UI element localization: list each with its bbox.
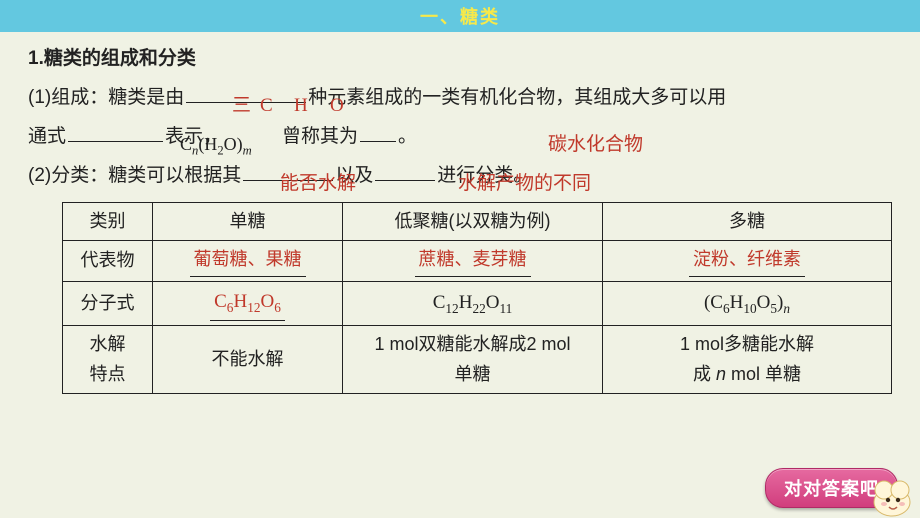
row-hyd-poly-n: n [716, 364, 726, 384]
ans-rep-mono: 葡萄糖、果糖 [190, 245, 306, 277]
row-formula-oligo: C12H22O11 [343, 282, 603, 326]
row-rep-poly: 淀粉、纤维素 [603, 241, 892, 282]
table-row-formula: 分子式 C6H12O6 C12H22O11 (C6H10O5)n [63, 282, 892, 326]
th-oligo: 低聚糖(以双糖为例) [343, 202, 603, 241]
row-hyd-poly-l1: 1 mol多糖能水解 [611, 330, 883, 360]
th-mono: 单糖 [153, 202, 343, 241]
header-title: 一、糖类 [420, 3, 500, 29]
ans-rep-oligo: 蔗糖、麦芽糖 [415, 245, 531, 277]
row-formula-poly: (C6H10O5)n [603, 282, 892, 326]
classification-table: 类别 单糖 低聚糖(以双糖为例) 多糖 代表物 葡萄糖、果糖 蔗糖、麦芽糖 淀粉… [62, 202, 892, 394]
row-hyd-oligo-l2: 单糖 [351, 360, 594, 390]
mascot-icon [864, 462, 920, 518]
answer-hydrolyze: 能否水解 [280, 165, 356, 204]
row-formula-mono: C6H12O6 [153, 282, 343, 326]
p2-text-d: 。 [398, 126, 417, 147]
blank-name [360, 141, 396, 142]
blank-products [375, 180, 435, 181]
row-hyd-poly: 1 mol多糖能水解 成 n mol 单糖 [603, 325, 892, 393]
row-hyd-poly-l2b: mol 单糖 [726, 364, 801, 384]
row-rep-mono: 葡萄糖、果糖 [153, 241, 343, 282]
p1-text-b: 种元素组成的一类有机化合物，其组成大多可以用 [308, 87, 726, 108]
p2-text-a: 通式 [28, 126, 66, 147]
table-row-representative: 代表物 葡萄糖、果糖 蔗糖、麦芽糖 淀粉、纤维素 [63, 241, 892, 282]
paragraph-3: (2)分类：糖类可以根据其以及进行分类。 能否水解 水解产物的不同 [28, 157, 898, 196]
row-rep-label: 代表物 [63, 241, 153, 282]
th-poly: 多糖 [603, 202, 892, 241]
row-hyd-poly-l2: 成 n mol 单糖 [611, 360, 883, 390]
table-row-hydrolysis: 水解 特点 不能水解 1 mol双糖能水解成2 mol 单糖 1 mol多糖能水… [63, 325, 892, 393]
row-hyd-label-l1: 水解 [71, 330, 144, 360]
blank-formula [68, 141, 163, 142]
p2-text-c: 曾称其为 [282, 126, 358, 147]
row-hyd-label: 水解 特点 [63, 325, 153, 393]
row-hyd-mono: 不能水解 [153, 325, 343, 393]
th-category: 类别 [63, 202, 153, 241]
table-header-row: 类别 单糖 低聚糖(以双糖为例) 多糖 [63, 202, 892, 241]
content-area: 1.糖类的组成和分类 (1)组成：糖类是由 种元素组成的一类有机化合物，其组成大多… [0, 32, 920, 394]
row-hyd-oligo: 1 mol双糖能水解成2 mol 单糖 [343, 325, 603, 393]
p1-text-a: (1)组成：糖类是由 [28, 87, 184, 108]
section-heading: 1.糖类的组成和分类 [28, 40, 898, 79]
row-hyd-label-l2: 特点 [71, 360, 144, 390]
header-band: 一、糖类 [0, 0, 920, 32]
row-formula-label: 分子式 [63, 282, 153, 326]
row-rep-oligo: 蔗糖、麦芽糖 [343, 241, 603, 282]
paragraph-2: 通式表示，曾称其为。 Cn(H2O)m 碳水化合物 [28, 118, 898, 157]
answer-products: 水解产物的不同 [458, 165, 591, 204]
row-hyd-poly-l2a: 成 [693, 364, 716, 384]
ans-formula-mono: C6H12O6 [210, 286, 285, 321]
paragraph-1: (1)组成：糖类是由种元素组成的一类有机化合物，其组成大多可以用 三 C H O [28, 79, 898, 118]
ans-rep-poly: 淀粉、纤维素 [689, 245, 805, 277]
p3-text-a: (2)分类：糖类可以根据其 [28, 165, 241, 186]
row-hyd-oligo-l1: 1 mol双糖能水解成2 mol [351, 330, 594, 360]
